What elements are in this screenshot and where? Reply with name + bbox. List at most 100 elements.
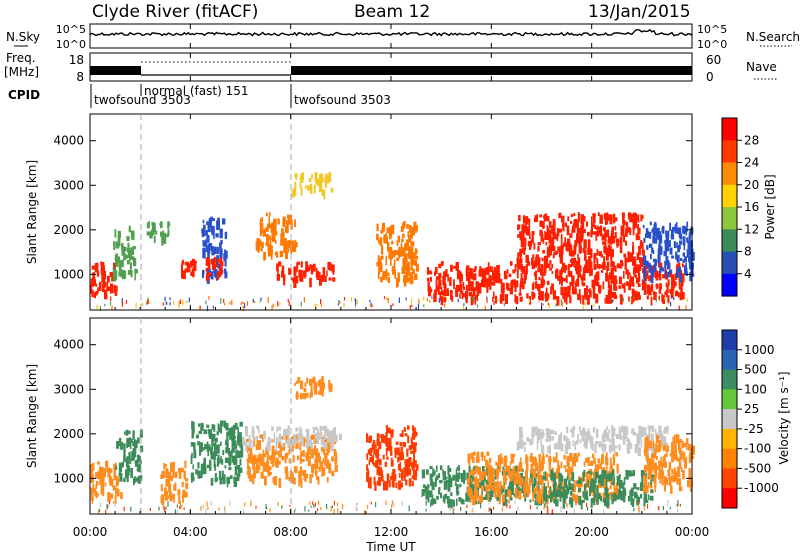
echo-cell (461, 290, 464, 300)
echo-cell (280, 233, 283, 243)
echo-cell (438, 272, 442, 279)
clutter-cell (431, 296, 433, 299)
echo-cell (202, 219, 205, 224)
echo-cell (403, 472, 406, 479)
echo-cell (386, 272, 390, 276)
echo-cell (200, 427, 203, 431)
echo-cell (593, 257, 596, 264)
echo-cell (495, 295, 498, 304)
echo-cell (530, 239, 533, 247)
echo-cell (261, 241, 264, 249)
nsearch-right-label: N.Search (746, 30, 800, 44)
echo-cell (268, 441, 271, 452)
clutter-cell (367, 504, 369, 509)
echo-cell (541, 257, 544, 262)
echo-cell (568, 479, 571, 484)
echo-cell (428, 490, 432, 498)
echo-cell (563, 434, 566, 442)
echo-cell (91, 289, 94, 298)
clutter-cell (678, 305, 680, 311)
echo-cell (286, 428, 290, 436)
echo-cell (329, 432, 332, 437)
echo-cell (405, 479, 408, 486)
clutter-cell (405, 297, 407, 301)
echo-cell (220, 240, 223, 245)
echo-cell (545, 241, 548, 246)
echo-cell (314, 445, 317, 456)
echo-cell (126, 475, 129, 482)
echo-cell (172, 474, 175, 479)
echo-cell (472, 485, 475, 496)
echo-cell (480, 273, 484, 277)
nave-right-label: Nave (746, 60, 777, 74)
echo-cell (662, 225, 665, 234)
echo-cell (626, 436, 629, 442)
echo-cell (396, 257, 400, 261)
echo-cell (676, 469, 680, 477)
echo-region-13 (642, 434, 695, 494)
echo-cell (180, 467, 184, 473)
echo-cell (538, 268, 542, 273)
echo-cell (505, 465, 508, 472)
echo-cell (203, 457, 206, 467)
echo-cell (133, 442, 138, 448)
echo-cell (625, 240, 628, 246)
echo-cell (408, 478, 412, 487)
echo-cell (671, 277, 674, 287)
clutter-cell (385, 500, 387, 505)
echo-cell (582, 247, 585, 253)
echo-cell (237, 426, 239, 436)
colorbar-tick-label: 100 (744, 382, 767, 396)
echo-cell (472, 287, 476, 296)
echo-cell (331, 470, 335, 477)
echo-cell (560, 486, 564, 494)
echo-cell (644, 268, 646, 277)
echo-cell (579, 294, 582, 304)
echo-cell (421, 489, 425, 496)
echo-cell (525, 264, 528, 272)
echo-cell (461, 293, 465, 298)
clutter-cell (206, 501, 208, 507)
echo-cell (673, 450, 677, 459)
echo-cell (557, 489, 561, 498)
echo-cell (531, 456, 535, 464)
echo-cell (678, 281, 681, 290)
clutter-cell (398, 297, 400, 303)
colorbar-tick-label: 24 (744, 156, 759, 170)
echo-cell (165, 478, 169, 487)
x-tick-label: 00:00 (73, 525, 108, 539)
echo-cell (579, 227, 583, 238)
echo-cell (434, 271, 437, 276)
echo-cell (443, 480, 447, 490)
echo-cell (296, 262, 299, 269)
clutter-cell (546, 501, 548, 507)
echo-cell (370, 476, 372, 484)
echo-cell (661, 440, 664, 446)
echo-cell (611, 494, 613, 498)
echo-cell (623, 426, 626, 435)
echo-region-10 (376, 220, 419, 288)
echo-cell (293, 278, 297, 288)
echo-cell (545, 454, 549, 458)
echo-cell (532, 492, 534, 502)
echo-cell (582, 295, 585, 305)
echo-cell (513, 476, 516, 485)
echo-cell (376, 439, 380, 446)
echo-cell (569, 271, 573, 278)
power-frame (89, 113, 693, 311)
echo-cell (231, 455, 235, 463)
echo-cell (162, 470, 165, 475)
echo-cell (552, 254, 555, 259)
echo-cell (385, 431, 388, 440)
echo-cell (590, 498, 593, 508)
echo-cell (670, 485, 673, 494)
echo-cell (651, 433, 654, 441)
echo-cell (623, 495, 626, 503)
echo-cell (300, 438, 304, 447)
echo-cell (560, 270, 562, 274)
echo-cell (558, 250, 561, 258)
echo-cell (430, 479, 434, 486)
echo-cell (455, 287, 459, 297)
echo-cell (415, 225, 417, 234)
echo-cell (462, 281, 465, 289)
